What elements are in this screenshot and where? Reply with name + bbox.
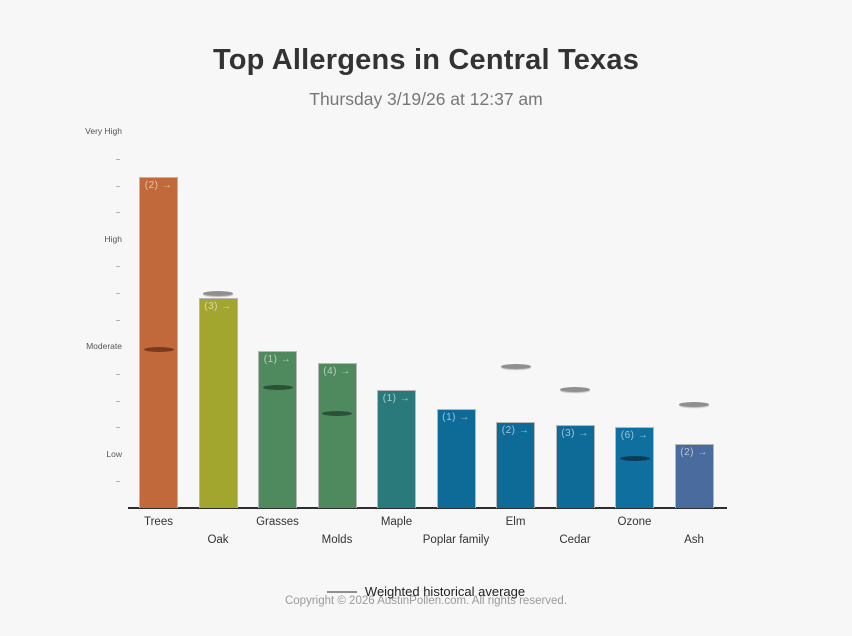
bar-ash: (2) → xyxy=(674,443,714,508)
y-axis-minor-tick xyxy=(116,266,120,268)
historical-average-marker-oak xyxy=(203,290,233,296)
bar-maple: (1) → xyxy=(377,389,416,508)
x-axis-label-grasses: Grasses xyxy=(256,516,299,528)
bar-grasses: (1) → xyxy=(258,350,297,508)
bar-poplar-family: (1) → xyxy=(436,408,476,508)
x-axis-label-oak: Oak xyxy=(207,534,229,546)
bar-count-label-oak: (3) → xyxy=(204,301,232,313)
y-axis-label-low: Low xyxy=(106,448,122,459)
historical-average-marker-elm xyxy=(500,364,531,370)
bar-cedar: (3) → xyxy=(555,424,595,508)
copyright-text: Copyright © 2026 AustinPollen.com. All r… xyxy=(284,595,568,607)
x-axis-label-ash: Ash xyxy=(684,534,704,546)
x-axis-line xyxy=(128,507,727,509)
y-axis-minor-tick xyxy=(116,212,120,214)
bar-count-label-trees: (2) → xyxy=(144,180,173,192)
historical-average-marker-ozone xyxy=(619,455,650,461)
legend-line-swatch xyxy=(326,590,357,593)
bar-count-label-elm: (2) → xyxy=(501,425,530,436)
y-axis-label-very-high: Very High xyxy=(85,126,122,137)
y-axis-minor-tick xyxy=(116,373,120,375)
x-axis-label-molds: Molds xyxy=(321,534,353,546)
historical-average-marker-grasses xyxy=(262,384,293,390)
x-axis-label-maple: Maple xyxy=(380,516,413,528)
y-axis-minor-tick xyxy=(116,185,120,187)
legend-label: Weighted historical average xyxy=(364,584,526,599)
x-axis-label-ozone: Ozone xyxy=(617,516,652,528)
y-axis-label-high: High xyxy=(104,233,122,244)
bar-count-label-ozone: (6) → xyxy=(620,430,649,442)
y-axis-minor-tick xyxy=(116,158,120,160)
y-axis-minor-tick xyxy=(116,481,120,483)
bar-count-label-molds: (4) → xyxy=(323,365,351,377)
y-axis-label-moderate: Moderate xyxy=(86,341,122,352)
bar-count-label-cedar: (3) → xyxy=(561,427,589,439)
historical-average-marker-cedar xyxy=(560,387,590,393)
y-axis-minor-tick xyxy=(116,293,120,294)
bar-count-label-maple: (1) → xyxy=(382,392,411,404)
bar-elm: (2) → xyxy=(496,422,535,508)
y-axis-minor-tick xyxy=(116,427,120,429)
y-axis-minor-tick xyxy=(116,319,120,321)
historical-average-marker-molds xyxy=(322,411,352,417)
bar-ozone: (6) → xyxy=(615,427,654,508)
x-axis-label-cedar: Cedar xyxy=(559,534,591,546)
historical-average-marker-trees xyxy=(143,346,174,352)
historical-average-marker-ash xyxy=(679,402,709,408)
bar-oak: (3) → xyxy=(198,298,238,508)
legend: Weighted historical average xyxy=(0,584,852,599)
x-axis-label-poplar-family: Poplar family xyxy=(422,534,490,546)
chart-subtitle: Thursday 3/19/26 at 12:37 am xyxy=(309,89,543,109)
x-axis-label-trees: Trees xyxy=(144,516,173,528)
x-axis-label-elm: Elm xyxy=(505,516,526,528)
chart-title: Top Allergens in Central Texas xyxy=(212,44,640,76)
bar-molds: (4) → xyxy=(317,362,357,508)
bar-trees: (2) → xyxy=(139,177,178,508)
bar-count-label-poplar-family: (1) → xyxy=(442,411,470,423)
y-axis-minor-tick xyxy=(116,400,120,402)
bar-count-label-ash: (2) → xyxy=(680,446,708,458)
bar-count-label-grasses: (1) → xyxy=(263,353,292,365)
